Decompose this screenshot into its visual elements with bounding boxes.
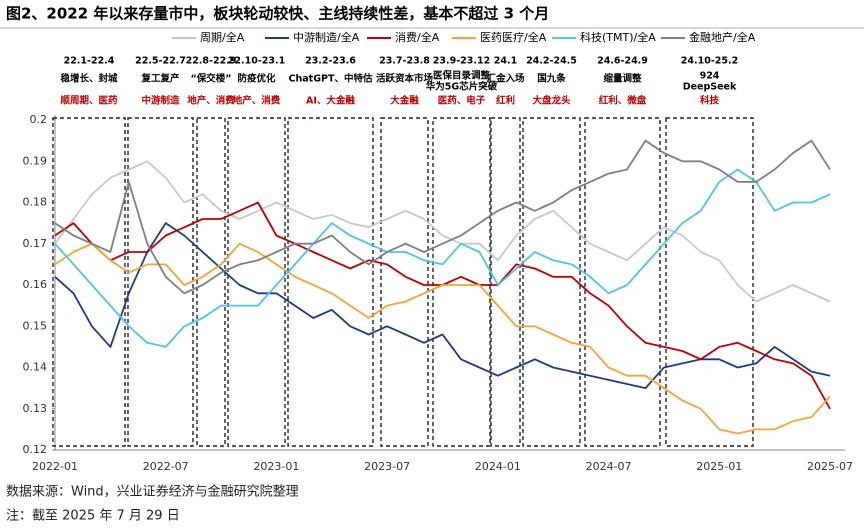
legend-label: 中游制造/全A <box>293 30 360 44</box>
legend-label: 医药医疗/全A <box>480 30 547 44</box>
legend-label: 金融地产/全A <box>689 30 756 44</box>
x-tick-label: 2022-07 <box>143 460 189 473</box>
source: 数据来源：Wind，兴业证券经济与金融研究院整理 <box>6 484 299 500</box>
period-sectors: 中游制造 <box>141 95 180 107</box>
period-sectors: 红利 <box>496 95 515 107</box>
period-theme: 924 <box>700 71 720 82</box>
period-theme: 活跃资本市场 <box>376 73 434 85</box>
period-sectors: 大金融 <box>390 95 419 107</box>
period-theme: 汇金入场 <box>486 73 525 85</box>
y-tick-label: 0.17 <box>23 237 48 250</box>
period-theme: DeepSeek <box>683 82 737 93</box>
period-theme: 华为5G芯片突破 <box>426 81 498 93</box>
x-tick-label: 2023-07 <box>364 460 410 473</box>
period-range: 23.9-23.12 <box>433 56 490 67</box>
period-sectors: 地产、消费 <box>187 95 235 107</box>
period-range: 22.1-22.4 <box>64 56 115 67</box>
period-theme: 国九条 <box>537 73 566 85</box>
note: 注：截至 2025 年 7 月 29 日 <box>6 509 180 524</box>
period-range: 24.1 <box>494 56 517 67</box>
period-theme: 医保目录调整 <box>433 70 491 82</box>
x-tick-label: 2023-01 <box>253 460 299 473</box>
period-sectors: 红利、微盘 <box>599 95 647 107</box>
period-box <box>52 117 126 447</box>
period-box <box>584 117 661 447</box>
chart-title: 图2、2022 年以来存量市中，板块轮动较快、主线持续性差，基本不超过 3 个月 <box>6 5 549 23</box>
x-tick-label: 2024-01 <box>475 460 521 473</box>
period-sectors: 地产、消费 <box>233 95 281 107</box>
period-sectors: 顺周期、医药 <box>60 95 118 107</box>
period-range: 24.2-24.5 <box>526 56 577 67</box>
period-sectors: 大盘龙头 <box>532 95 571 107</box>
x-tick-label: 2025-07 <box>807 460 853 473</box>
period-range: 22.8-22.9 <box>186 56 237 67</box>
period-theme: 复工复产 <box>140 73 180 85</box>
period-theme: “保交楼” <box>191 73 232 85</box>
period-range: 22.10-23.1 <box>228 56 285 67</box>
period-box <box>380 117 429 447</box>
period-box <box>490 117 521 447</box>
y-tick-label: 0.16 <box>23 278 48 291</box>
legend-label: 周期/全A <box>200 30 245 44</box>
period-theme: 缩量调整 <box>603 73 642 85</box>
period-box <box>196 117 226 447</box>
series-line <box>54 160 831 303</box>
x-tick-label: 2022-01 <box>32 460 78 473</box>
period-theme: ChatGPT、中特估 <box>289 73 373 85</box>
period-theme: 稳增长、封城 <box>60 73 118 85</box>
period-theme: 防疫优化 <box>237 73 276 85</box>
period-range: 24.10-25.2 <box>681 56 738 67</box>
x-tick-label: 2025-01 <box>696 460 742 473</box>
series-line <box>54 242 831 435</box>
series-line <box>54 168 831 348</box>
y-tick-label: 0.12 <box>23 443 48 456</box>
period-sectors: 医药、电子 <box>438 95 486 107</box>
legend-label: 消费/全A <box>395 30 440 44</box>
y-tick-label: 0.15 <box>23 319 48 332</box>
period-box <box>665 117 754 447</box>
legend-label: 科技(TMT)/全A <box>580 30 656 44</box>
period-range: 22.5-22.7 <box>135 56 186 67</box>
y-tick-label: 0.19 <box>23 154 48 167</box>
x-tick-label: 2024-07 <box>586 460 632 473</box>
period-box <box>227 117 286 447</box>
series-line <box>54 139 831 295</box>
period-box <box>432 117 491 447</box>
period-range: 23.7-23.8 <box>379 56 430 67</box>
period-sectors: AI、大金融 <box>306 95 355 107</box>
y-tick-label: 0.14 <box>23 361 48 374</box>
period-range: 24.6-24.9 <box>597 56 648 67</box>
period-range: 23.2-23.6 <box>305 56 356 67</box>
period-box <box>522 117 581 447</box>
y-tick-label: 0.2 <box>30 113 48 126</box>
y-tick-label: 0.18 <box>23 196 48 209</box>
y-tick-label: 0.13 <box>23 402 48 415</box>
period-sectors: 科技 <box>700 95 720 107</box>
period-box <box>287 117 374 447</box>
